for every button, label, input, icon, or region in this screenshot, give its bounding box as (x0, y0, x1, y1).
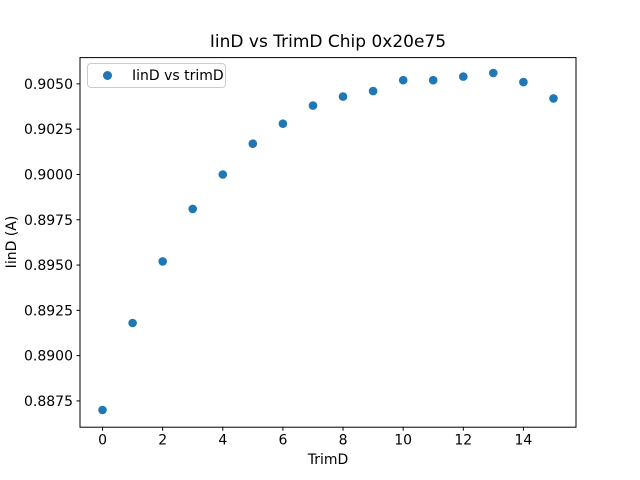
y-axis-label: IinD (A) (4, 215, 20, 269)
chart-title: IinD vs TrimD Chip 0x20e75 (209, 32, 447, 52)
y-tick-label: 0.8875 (24, 394, 73, 410)
data-point (128, 318, 137, 328)
y-tick-label: 0.8900 (24, 349, 73, 365)
y-tick-label: 0.9000 (24, 167, 73, 183)
data-point (218, 170, 228, 179)
legend-label: IinD vs trimD (132, 67, 224, 84)
data-point (98, 405, 107, 415)
x-tick-label: 2 (158, 433, 167, 449)
x-axis-label: TrimD (307, 452, 349, 468)
data-point (368, 86, 378, 96)
y-tick-label: 0.9050 (24, 77, 73, 93)
y-tick-label: 0.8925 (24, 303, 73, 319)
axes-frame (79, 57, 577, 428)
data-point (428, 75, 438, 85)
data-point (398, 75, 408, 85)
x-tick-label: 8 (339, 433, 348, 449)
data-point (158, 257, 167, 266)
data-point (459, 72, 468, 81)
x-tick-label: 12 (454, 433, 472, 449)
data-point (338, 92, 348, 101)
x-tick-label: 4 (218, 433, 227, 449)
y-tick-label: 0.9025 (24, 122, 73, 138)
legend: IinD vs trimD (87, 63, 226, 88)
data-point (188, 204, 197, 214)
data-point (489, 68, 498, 78)
x-tick-label: 10 (394, 433, 412, 449)
data-point (549, 94, 558, 103)
data-point (519, 77, 528, 87)
data-point (278, 119, 288, 128)
data-point (308, 101, 318, 110)
y-tick-label: 0.8975 (24, 213, 73, 229)
x-tick-label: 0 (98, 433, 107, 449)
y-tick-label: 0.8950 (24, 258, 73, 274)
x-tick-label: 14 (514, 433, 532, 449)
scatter-marker-icon (103, 71, 112, 80)
data-point (248, 139, 258, 148)
x-tick-label: 6 (278, 433, 287, 449)
